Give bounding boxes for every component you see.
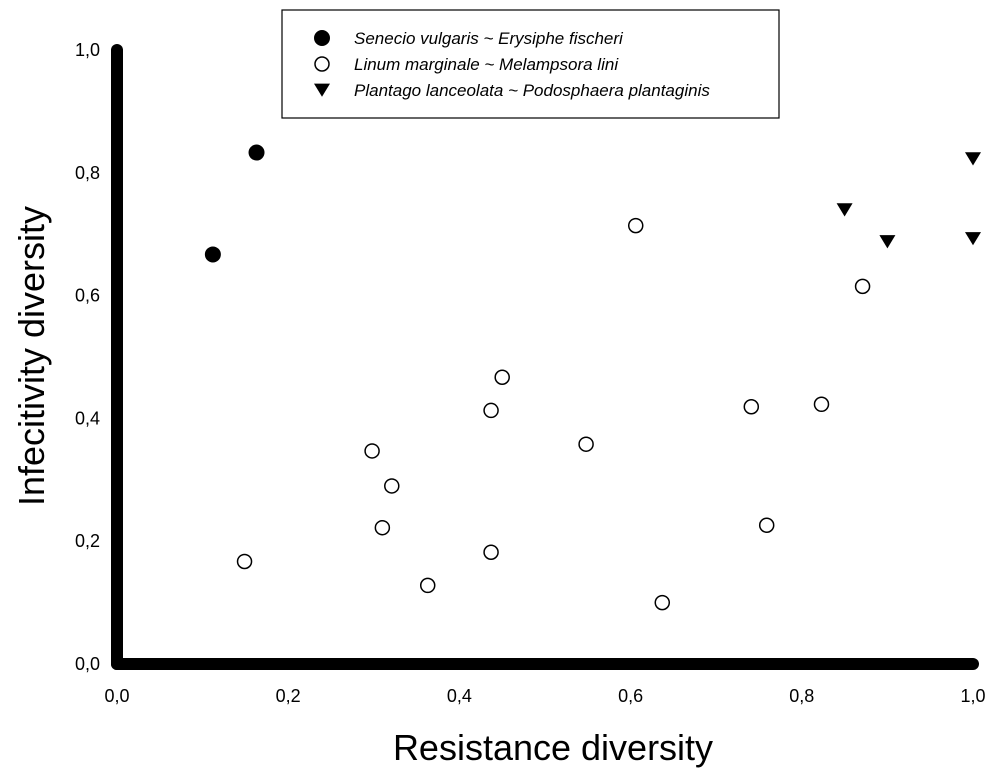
y-tick-label: 1,0 bbox=[75, 40, 100, 60]
x-tick-label: 0,8 bbox=[789, 686, 814, 706]
y-axis-title: Infecitivity diversity bbox=[11, 206, 52, 506]
y-tick-label: 0,8 bbox=[75, 163, 100, 183]
x-tick-label: 1,0 bbox=[960, 686, 985, 706]
tick-labels: 0,0 0,2 0,4 0,6 0,8 1,0 0,0 0,2 0,4 0,6 0,8 1,0 bbox=[75, 40, 986, 706]
x-tick-label: 0,2 bbox=[276, 686, 301, 706]
legend-label: Senecio vulgaris ~ Erysiphe fischeri bbox=[354, 29, 624, 48]
axes bbox=[111, 44, 979, 670]
data-point bbox=[758, 517, 775, 533]
legend-label: Linum marginale ~ Melampsora lini bbox=[354, 55, 619, 74]
data-point bbox=[204, 246, 221, 263]
legend-marker bbox=[314, 30, 330, 46]
x-tick-label: 0,4 bbox=[447, 686, 472, 706]
data-point bbox=[879, 235, 896, 249]
data-point bbox=[248, 144, 265, 161]
data-point bbox=[419, 577, 436, 594]
data-point bbox=[854, 278, 871, 295]
x-axis-title: Resistance diversity bbox=[393, 727, 713, 768]
legend-marker bbox=[314, 83, 330, 97]
legend-box bbox=[281, 9, 780, 119]
y-tick-label: 0,2 bbox=[75, 531, 100, 551]
data-point bbox=[483, 544, 499, 561]
data-point bbox=[836, 203, 853, 217]
y-tick-label: 0,0 bbox=[75, 654, 100, 674]
legend: Senecio vulgaris ~ Erysiphe fischeri Linu… bbox=[281, 9, 780, 119]
data-points bbox=[204, 144, 981, 611]
data-point bbox=[654, 594, 671, 611]
data-point bbox=[494, 369, 510, 386]
x-tick-label: 0,6 bbox=[618, 686, 643, 706]
legend-marker bbox=[314, 56, 330, 72]
data-point bbox=[483, 402, 499, 419]
data-point bbox=[384, 478, 400, 494]
legend-label: Plantago lanceolata ~ Podosphaera planta… bbox=[354, 81, 710, 100]
y-tick-label: 0,4 bbox=[75, 408, 100, 428]
x-tick-label: 0,0 bbox=[104, 686, 129, 706]
data-point bbox=[236, 553, 253, 570]
data-point bbox=[578, 436, 594, 452]
data-point bbox=[743, 398, 760, 415]
data-point bbox=[364, 443, 380, 459]
data-point bbox=[627, 217, 644, 234]
data-point bbox=[965, 232, 981, 246]
y-tick-label: 0,6 bbox=[75, 286, 100, 306]
data-point bbox=[374, 519, 391, 536]
data-point bbox=[813, 396, 830, 413]
data-point bbox=[965, 152, 981, 166]
